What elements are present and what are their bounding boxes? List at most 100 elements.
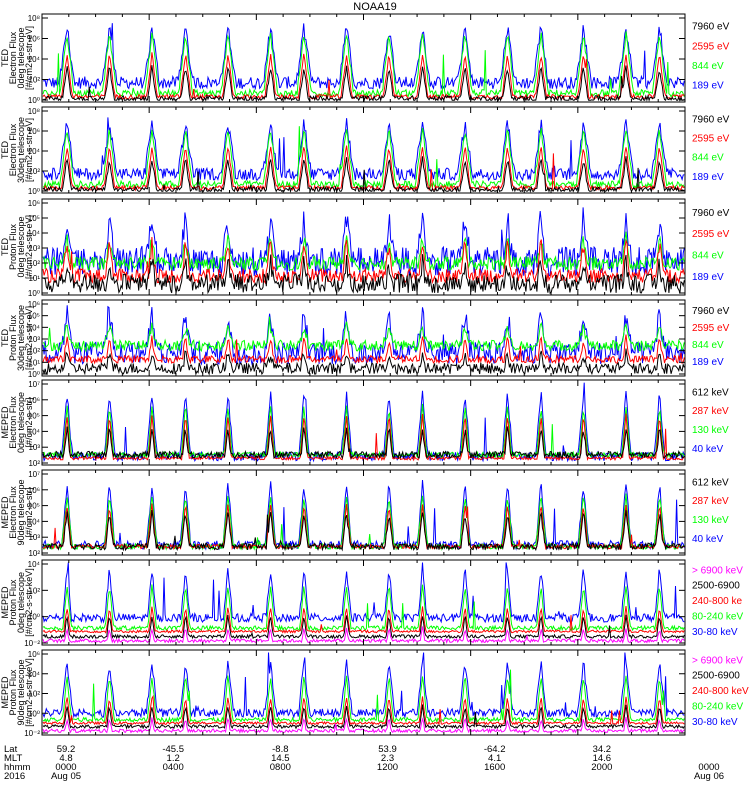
y-tick-label: 10⁶ xyxy=(28,486,40,495)
legend-entry: 2595 eV xyxy=(692,41,730,52)
series-line xyxy=(42,31,685,99)
y-tick-label: 10⁰ xyxy=(28,370,40,379)
legend-entry: 7960 eV xyxy=(692,22,730,33)
y-tick-label: 10⁵ xyxy=(28,502,40,511)
footer-value: 1600 xyxy=(484,762,505,773)
y-axis-label: [#/cm2-s-str-eV] xyxy=(24,118,34,182)
footer-row-label: hhmm xyxy=(4,762,30,773)
legend-entry: 2500-6900 xyxy=(692,671,740,682)
y-tick-label: 10² xyxy=(28,167,40,176)
y-tick-label: 10³ xyxy=(28,533,40,542)
legend-entry: 2595 eV xyxy=(692,134,730,145)
legend-entry: 240-800 keV xyxy=(692,686,749,697)
y-axis-label: Proton Flux xyxy=(8,579,18,626)
y-tick-label: 10⁴ xyxy=(28,427,41,436)
legend-entry: 240-800 ke xyxy=(692,596,742,607)
series-line xyxy=(42,254,685,295)
footer-value: 2.3 xyxy=(381,753,394,764)
footer-value: 0000 xyxy=(698,762,719,773)
y-axis-label: MEPED xyxy=(0,496,10,529)
y-tick-label: 10⁷ xyxy=(28,470,40,479)
footer-value: 4.1 xyxy=(488,753,501,764)
y-tick-label: 10⁶ xyxy=(28,127,40,136)
y-tick-label: 10⁶ xyxy=(28,650,40,659)
y-axis-label: 30deg telescope xyxy=(16,117,26,183)
legend-entry: 130 keV xyxy=(692,515,729,526)
y-tick-label: 10⁷ xyxy=(28,380,40,389)
y-tick-label: 10⁴ xyxy=(28,55,41,64)
series-line xyxy=(42,305,685,366)
footer-value: 1200 xyxy=(377,762,398,773)
series-line xyxy=(42,614,685,640)
legend-entry: 80-240 keV xyxy=(692,702,743,713)
legend-entry: 189 eV xyxy=(692,357,724,368)
y-axis-label: MEPED xyxy=(0,676,10,709)
series-line xyxy=(42,493,685,551)
y-tick-label: 10⁰ xyxy=(28,96,40,105)
footer-value: 0800 xyxy=(270,762,291,773)
series-line xyxy=(42,348,685,376)
legend-entry: 40 keV xyxy=(692,444,723,455)
y-tick-label: 10⁴ xyxy=(28,323,41,332)
y-axis-label: Electron Flux xyxy=(8,486,18,539)
y-tick-label: 10⁻² xyxy=(24,639,40,648)
y-tick-label: 10⁴ xyxy=(28,517,41,526)
y-tick-label: 10² xyxy=(28,586,40,595)
y-tick-label: 10⁵ xyxy=(28,412,40,421)
y-tick-label: 10⁶ xyxy=(28,300,40,309)
y-axis-label: Electron Flux xyxy=(8,31,18,84)
legend-entry: 844 eV xyxy=(692,340,724,351)
series-line xyxy=(42,23,685,91)
footer-value: -64.2 xyxy=(484,744,506,755)
footer-value: 14.6 xyxy=(593,753,612,764)
y-tick-label: 10³ xyxy=(28,443,40,452)
series-line xyxy=(42,510,685,552)
y-axis-label: 90deg telescope xyxy=(16,479,26,545)
legend-entry: 612 keV xyxy=(692,477,729,488)
panel-frame xyxy=(41,13,686,103)
footer-value: 4.8 xyxy=(59,753,72,764)
y-tick-label: 10⁵ xyxy=(28,214,40,223)
legend-entry: 7960 eV xyxy=(692,306,730,317)
footer-value: 0000 xyxy=(55,762,76,773)
y-tick-label: 10² xyxy=(28,549,40,558)
series-line xyxy=(42,236,685,285)
y-tick-label: 10⁴ xyxy=(28,147,41,156)
footer-value: 1.2 xyxy=(167,753,180,764)
series-line xyxy=(42,207,685,277)
footer-value: 2000 xyxy=(591,762,612,773)
legend-entry: 287 keV xyxy=(692,496,729,507)
legend-entry: 30-80 keV xyxy=(692,717,738,728)
y-tick-label: 10⁰ xyxy=(28,709,40,718)
legend-entry: 7960 eV xyxy=(692,114,730,125)
y-tick-label: 10³ xyxy=(28,244,40,253)
series-line xyxy=(42,413,685,462)
legend-entry: 40 keV xyxy=(692,534,723,545)
footer-row-label: MLT xyxy=(4,753,22,764)
series-line xyxy=(42,605,685,634)
chart-title: NOAA19 xyxy=(353,1,397,13)
y-axis-label: 0deg telescope xyxy=(16,572,26,633)
y-tick-label: 10⁰ xyxy=(28,613,40,622)
y-axis-label: Electron Flux xyxy=(8,396,18,449)
y-tick-label: 10⁴ xyxy=(28,670,41,679)
y-axis-label: 0deg telescope xyxy=(16,216,26,277)
series-line xyxy=(42,231,685,272)
legend-entry: 30-80 keV xyxy=(692,627,738,638)
footer-value: 34.2 xyxy=(593,744,612,755)
footer-value: 14.5 xyxy=(271,753,290,764)
y-axis-label: Proton Flux xyxy=(8,314,18,361)
y-tick-label: 10⁻² xyxy=(24,729,40,738)
footer-value: -45.5 xyxy=(162,744,184,755)
series-line xyxy=(42,669,685,724)
y-tick-label: 10¹ xyxy=(28,274,40,283)
legend-entry: 287 keV xyxy=(692,406,729,417)
y-axis-label: TED xyxy=(0,48,10,67)
y-tick-label: 10² xyxy=(28,347,40,356)
footer-value: Aug 06 xyxy=(694,771,724,782)
legend-entry: 844 eV xyxy=(692,61,724,72)
legend-entry: 2500-6900 xyxy=(692,581,740,592)
legend-entry: 2595 eV xyxy=(692,229,730,240)
y-tick-label: 10⁶ xyxy=(28,35,40,44)
